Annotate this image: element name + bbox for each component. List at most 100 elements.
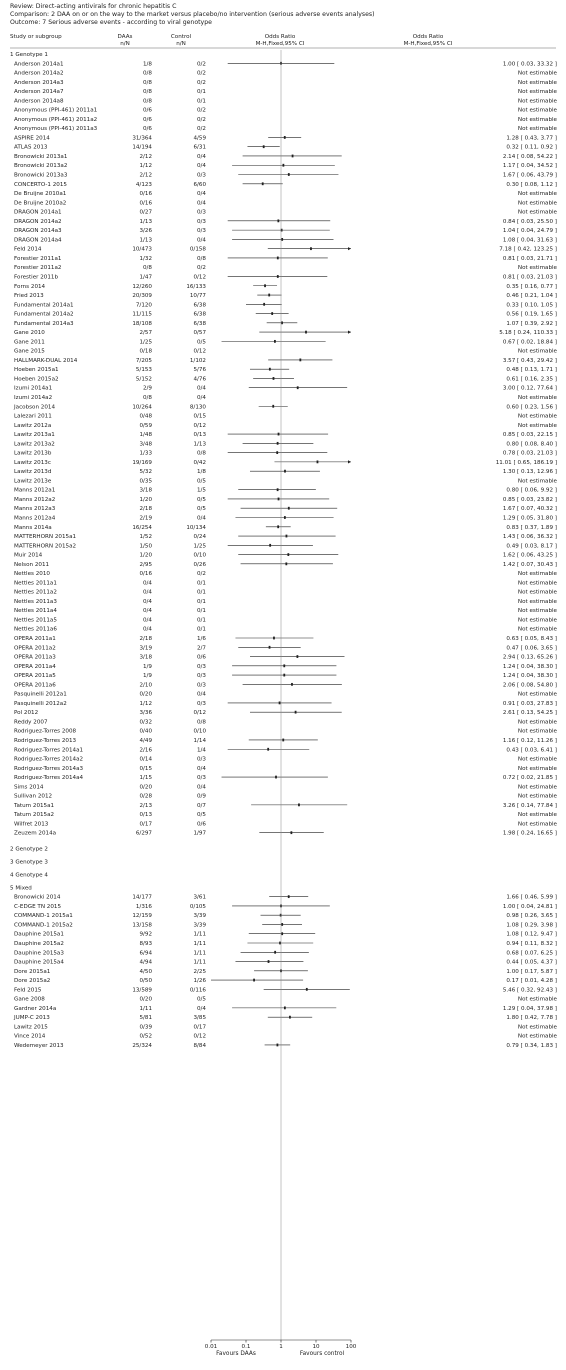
study-name: Nelson 2011 (14, 562, 50, 568)
daa-count: 20/309 (132, 293, 152, 299)
odds-ratio-text: Not estimable (518, 108, 558, 114)
control-count: 0/12 (193, 274, 206, 280)
study-name: Nettles 2011a4 (14, 608, 57, 614)
odds-ratio-text: 0.68 [ 0.07, 6.25 ] (506, 950, 557, 956)
odds-ratio-text: 0.44 [ 0.05, 4.37 ] (506, 960, 557, 966)
daa-count: 4/123 (136, 182, 153, 188)
control-count: 0/26 (193, 562, 206, 568)
study-name: Dauphine 2015a4 (14, 960, 64, 966)
point-estimate (264, 284, 266, 288)
odds-ratio-text: Not estimable (518, 349, 558, 355)
study-name: Hoeben 2015a1 (14, 367, 59, 373)
study-name: Fundamental 2014a3 (14, 321, 74, 327)
col-daa: DAAs (118, 34, 133, 40)
point-estimate (310, 247, 312, 251)
point-estimate (282, 163, 285, 167)
point-estimate (276, 451, 279, 455)
study-name: Wedemeyer 2013 (14, 1043, 64, 1049)
daa-count: 0/50 (139, 978, 152, 984)
odds-ratio-text: 5.46 [ 0.32, 92.43 ] (503, 987, 557, 993)
odds-ratio-text: 1.29 [ 0.04, 37.98 ] (503, 1006, 557, 1012)
subgroup-label: 2 Genotype 2 (10, 846, 48, 852)
point-estimate (268, 293, 271, 297)
daa-count: 0/32 (139, 719, 152, 725)
study-name: Bronowicki 2013a3 (14, 173, 68, 179)
odds-ratio-text: Not estimable (518, 617, 558, 623)
daa-count: 25/324 (132, 1043, 152, 1049)
control-count: 1/11 (193, 960, 206, 966)
study-name: Nettles 2010 (14, 571, 50, 577)
odds-ratio-text: 0.49 [ 0.03, 8.17 ] (506, 543, 557, 549)
study-name: Fundamental 2014a2 (14, 312, 74, 318)
control-count: 0/5 (197, 506, 206, 512)
control-count: 0/1 (197, 98, 206, 104)
daa-count: 1/13 (139, 219, 152, 225)
point-estimate (298, 803, 300, 807)
study-name: Lawitz 2012a (14, 423, 51, 429)
control-count: 1/6 (197, 636, 206, 642)
daa-count: 2/57 (139, 330, 152, 336)
study-name: Rodriguez-Torres 2013 (14, 738, 77, 744)
daa-count: 1/20 (139, 497, 152, 503)
daa-count: 0/20 (139, 784, 152, 790)
control-count: 0/4 (197, 163, 206, 169)
ci-arrow (348, 330, 351, 334)
control-count: 0/5 (197, 339, 206, 345)
daa-count: 13/589 (132, 987, 152, 993)
daa-count: 0/17 (139, 821, 152, 827)
col-study: Study or subgroup (10, 34, 62, 40)
point-estimate (271, 312, 274, 315)
control-count: 0/3 (197, 228, 206, 234)
daa-count: 6/297 (136, 831, 153, 837)
odds-ratio-text: 1.24 [ 0.04, 38.30 ] (503, 664, 557, 670)
point-estimate (287, 506, 290, 510)
column-headers: Study or subgroup DAAs n/N Control n/N O… (10, 34, 453, 47)
odds-ratio-text: Not estimable (518, 757, 558, 763)
subgroup-label: 1 Genotype 1 (10, 52, 48, 58)
control-count: 0/3 (197, 673, 206, 679)
subgroup-label: 4 Genotype 4 (10, 872, 48, 878)
odds-ratio-text: 0.72 [ 0.02, 21.85 ] (503, 775, 557, 781)
odds-ratio-text: 1.08 [ 0.29, 3.98 ] (506, 922, 557, 928)
daa-count: 0/27 (139, 210, 152, 216)
study-name: JUMP-C 2013 (13, 1015, 50, 1021)
control-count: 0/116 (190, 987, 207, 993)
control-count: 0/3 (197, 682, 206, 688)
control-count: 0/2 (197, 117, 206, 123)
control-count: 0/3 (197, 775, 206, 781)
point-estimate (287, 553, 290, 556)
daa-count: 4/94 (139, 960, 152, 966)
control-count: 0/2 (197, 71, 206, 77)
control-count: 0/10 (193, 553, 206, 559)
odds-ratio-text: 2.61 [ 0.13, 54.25 ] (503, 710, 557, 716)
study-name: Lawitz 2013e (14, 478, 52, 484)
axis-tick-label: 0.1 (242, 1344, 251, 1350)
point-estimate (285, 534, 288, 538)
control-count: 3/39 (193, 922, 206, 928)
subgroup-label: 5 Mixed (10, 885, 32, 891)
study-name: Rodriguez-Torres 2014a1 (14, 747, 84, 753)
point-estimate (277, 497, 280, 501)
odds-ratio-text: Not estimable (518, 478, 558, 484)
point-estimate (261, 182, 264, 186)
daa-count: 7/120 (136, 302, 153, 308)
rows: 1 Genotype 1 Anderson 2014a1 1/8 0/2 1.00 [ … (10, 52, 558, 1049)
point-estimate (281, 932, 284, 936)
study-name: Lalezari 2011 (14, 414, 52, 420)
control-count: 0/8 (197, 451, 206, 457)
study-name: Jacobson 2014 (13, 404, 55, 410)
daa-count: 3/48 (139, 441, 152, 447)
control-count: 0/6 (197, 821, 206, 827)
point-estimate (281, 923, 284, 926)
study-name: Pasquinelli 2012a1 (14, 692, 67, 698)
odds-ratio-text: 0.33 [ 0.10, 1.05 ] (506, 302, 557, 308)
point-estimate (273, 636, 275, 640)
odds-ratio-text: 0.47 [ 0.06, 3.65 ] (506, 645, 557, 651)
point-estimate (294, 710, 297, 714)
study-name: Forestier 2011a2 (14, 265, 61, 271)
odds-ratio-text: 0.81 [ 0.03, 21.71 ] (503, 256, 557, 262)
study-name: De Bruijne 2010a2 (14, 200, 66, 206)
daa-count: 1/20 (139, 553, 152, 559)
daa-count: 1/33 (139, 451, 152, 457)
control-count: 1/102 (190, 358, 206, 364)
